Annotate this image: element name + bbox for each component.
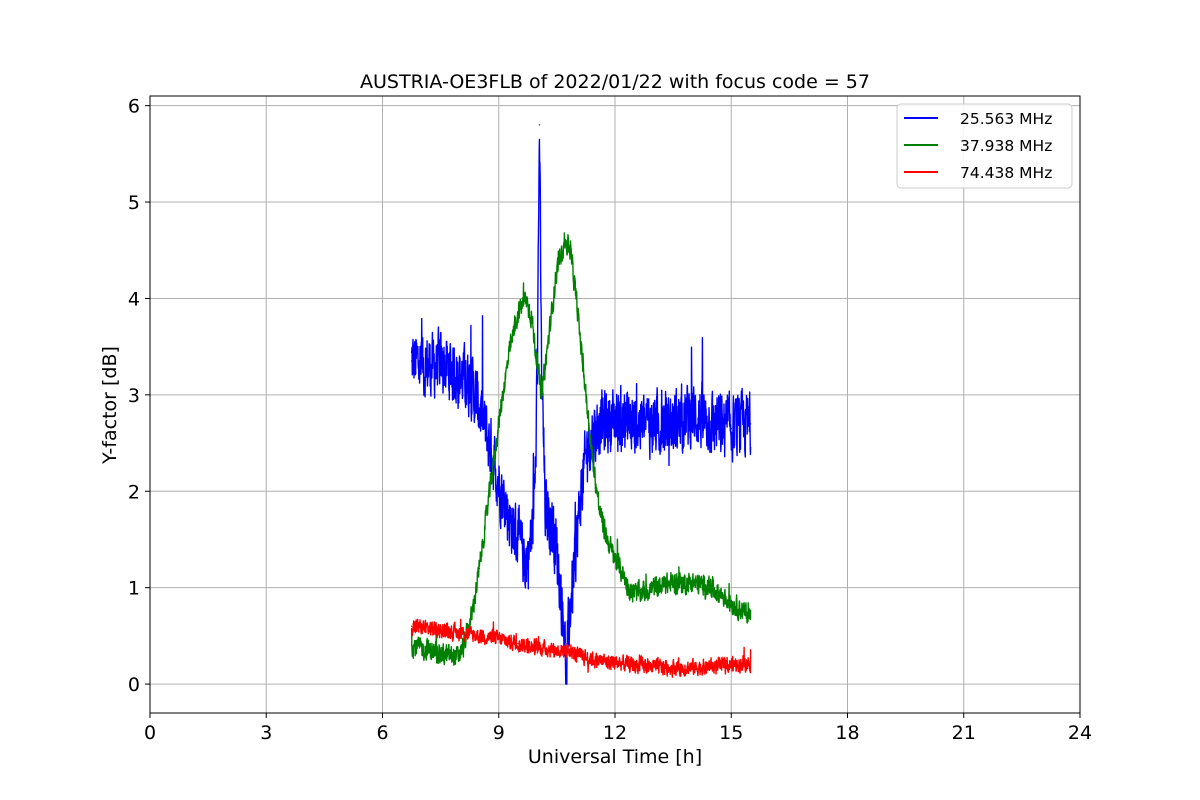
y-tick-label: 0 bbox=[128, 674, 140, 696]
y-tick-label: 4 bbox=[128, 288, 140, 310]
x-tick-label: 0 bbox=[144, 722, 156, 744]
x-tick-label: 6 bbox=[376, 722, 388, 744]
plot-series bbox=[410, 124, 752, 685]
x-tick-label: 3 bbox=[260, 722, 272, 744]
legend-label-series-2: 74.438 MHz bbox=[960, 164, 1052, 182]
series-line-0 bbox=[410, 124, 752, 685]
legend-label-series-0: 25.563 MHz bbox=[960, 110, 1052, 128]
x-tick-label: 12 bbox=[603, 722, 627, 744]
legend-label-series-1: 37.938 MHz bbox=[960, 137, 1052, 155]
legend-box bbox=[896, 103, 1073, 189]
series-line-1 bbox=[410, 232, 752, 666]
x-tick-label: 24 bbox=[1068, 722, 1092, 744]
y-tick-label: 3 bbox=[128, 385, 140, 407]
x-tick-label: 18 bbox=[835, 722, 859, 744]
chart-title: AUSTRIA-OE3FLB of 2022/01/22 with focus … bbox=[360, 71, 870, 93]
x-tick-label: 15 bbox=[719, 722, 743, 744]
y-tick-label: 2 bbox=[128, 481, 140, 503]
x-axis-label: Universal Time [h] bbox=[528, 746, 702, 768]
x-tick-label: 9 bbox=[493, 722, 505, 744]
x-tick-label: 21 bbox=[952, 722, 976, 744]
y-tick-label: 5 bbox=[128, 192, 140, 214]
y-tick-label: 6 bbox=[128, 96, 140, 118]
y-axis-label: Y-factor [dB] bbox=[99, 346, 121, 465]
legend: 25.563 MHz 37.938 MHz 74.438 MHz bbox=[896, 103, 1073, 189]
y-tick-label: 1 bbox=[128, 578, 140, 600]
grid-lines bbox=[150, 96, 1080, 713]
series-line-2 bbox=[410, 618, 752, 678]
